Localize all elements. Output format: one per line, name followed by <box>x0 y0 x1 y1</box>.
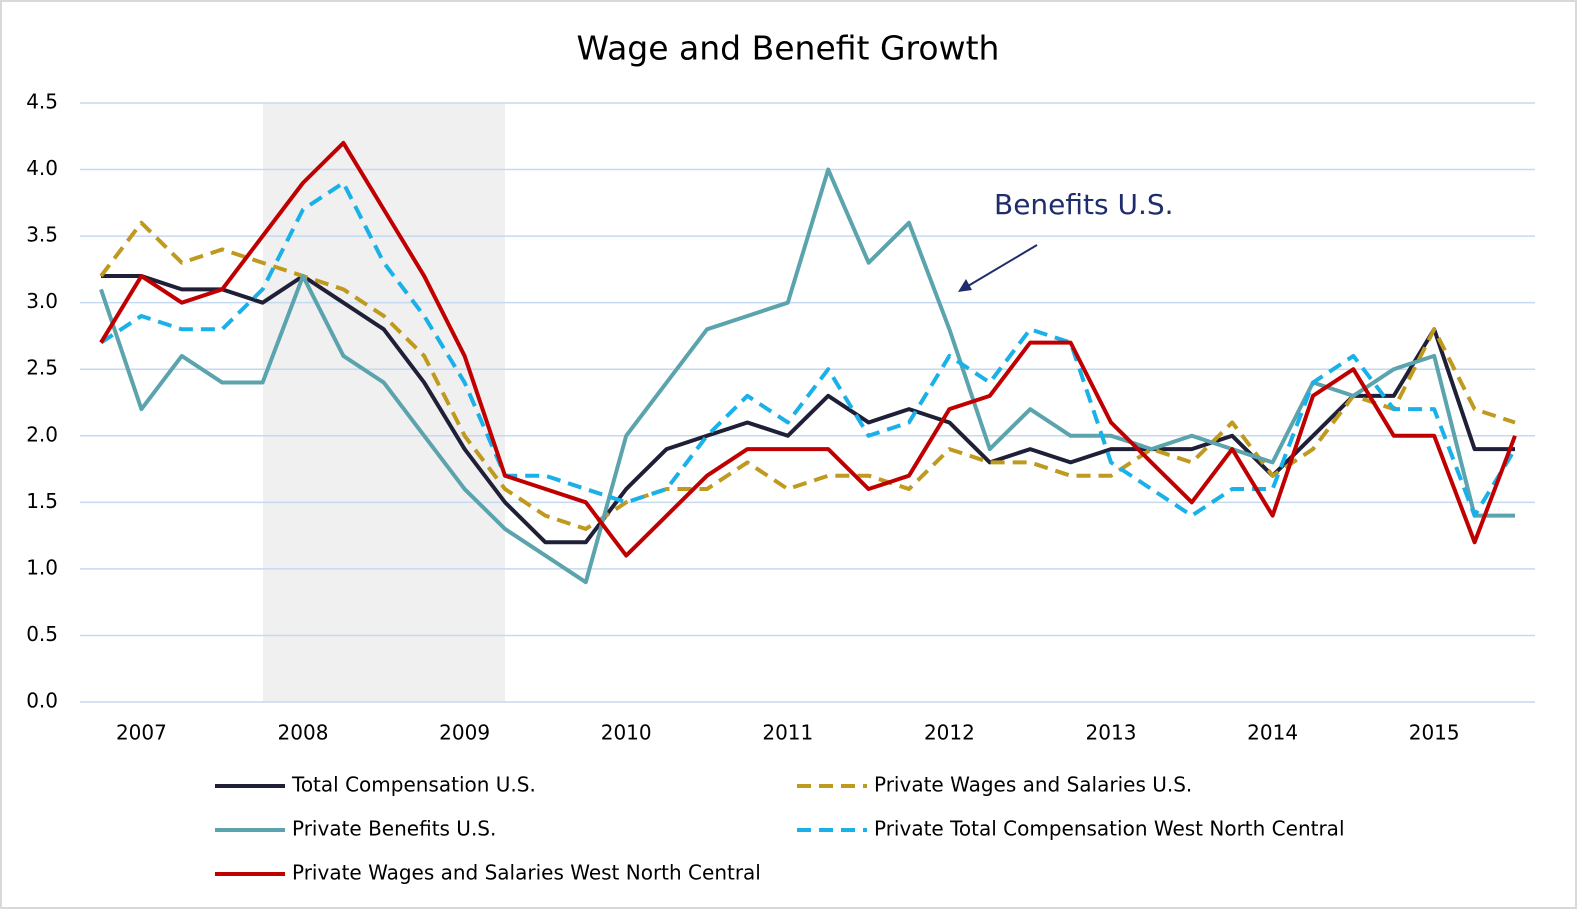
y-tick-label: 1.0 <box>26 555 58 579</box>
x-tick-label: 2009 <box>439 721 490 745</box>
series-line <box>101 274 1515 545</box>
annotation: Benefits U.S. <box>994 188 1174 221</box>
y-tick-label: 3.5 <box>26 223 58 247</box>
legend: Total Compensation U.S. Private Wages and… <box>215 773 1345 885</box>
y-tick-label: 1.5 <box>26 489 58 513</box>
plot <box>99 140 1517 585</box>
x-tick-label: 2008 <box>278 721 329 745</box>
x-tick-label: 2010 <box>601 721 652 745</box>
y-tick-label: 2.0 <box>26 422 58 446</box>
x-tick-label: 2014 <box>1247 721 1298 745</box>
y-tick-label: 0.5 <box>26 622 58 646</box>
x-tick-label: 2007 <box>116 721 167 745</box>
y-tick-label: 4.5 <box>26 90 58 114</box>
x-tick-label: 2011 <box>762 721 813 745</box>
y-tick-label: 4.0 <box>26 156 58 180</box>
legend-label: Private Total Compensation West North Ce… <box>874 817 1345 841</box>
x-tick-label: 2015 <box>1409 721 1460 745</box>
arrow-head <box>958 279 972 292</box>
y-tick-label: 2.5 <box>26 356 58 380</box>
legend-label: Private Wages and Salaries U.S. <box>874 773 1192 797</box>
legend-label: Private Benefits U.S. <box>292 817 496 841</box>
x-tick-label: 2012 <box>924 721 975 745</box>
y-tick-label: 0.0 <box>26 689 58 713</box>
series-line <box>99 220 1516 531</box>
series-line <box>99 140 1517 558</box>
series-line <box>99 180 1517 518</box>
grid: 0.0 0.5 1.0 1.5 2.0 2.5 3.0 3.5 4.0 4.5 2007 2008 20… <box>26 90 1535 745</box>
legend-label: Total Compensation U.S. <box>291 773 536 797</box>
annotation-arrow <box>967 244 1038 287</box>
chart-title: Wage and Benefit Growth <box>577 29 1000 68</box>
series-line <box>99 167 1515 585</box>
x-tick-label: 2013 <box>1086 721 1137 745</box>
recession-band <box>263 103 505 702</box>
y-tick-label: 3.0 <box>26 289 58 313</box>
legend-label: Private Wages and Salaries West North Ce… <box>292 861 761 885</box>
